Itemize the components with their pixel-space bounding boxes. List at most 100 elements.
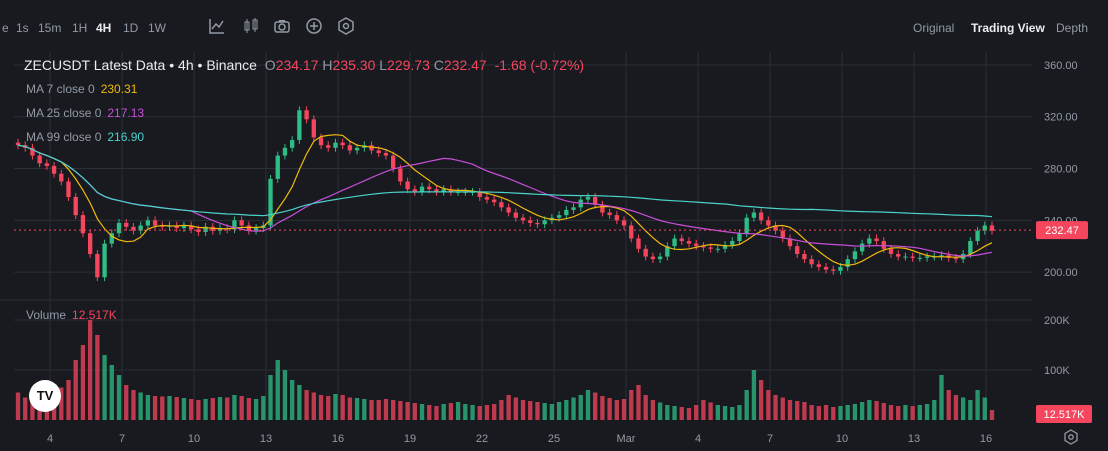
volume-bar (686, 408, 692, 420)
chart-settings-icon[interactable] (1063, 429, 1079, 445)
candle-body (152, 220, 158, 226)
settings-icon[interactable] (337, 17, 355, 35)
volume-bar (917, 405, 923, 420)
volume-bar (253, 399, 259, 420)
candle-body (564, 209, 569, 216)
candle-body (694, 243, 699, 247)
candle-body (968, 241, 973, 254)
time-tick-label: 13 (260, 433, 272, 445)
indicator-icon[interactable] (208, 17, 226, 35)
time-tick-label: 7 (767, 433, 773, 445)
volume-bar (109, 365, 114, 420)
view-original[interactable]: Original (913, 21, 955, 35)
legend-exchange: Binance (206, 57, 257, 73)
interval-1d[interactable]: 1D (123, 21, 139, 35)
candle-body (160, 225, 165, 227)
volume-bar (405, 402, 410, 420)
candle-body (535, 222, 540, 225)
volume-bar (722, 406, 728, 420)
volume-bar (412, 403, 417, 420)
volume-bar (650, 400, 656, 420)
candle-body (802, 253, 807, 260)
volume-bar (506, 395, 511, 420)
volume-bar (59, 387, 64, 420)
candle-body (59, 173, 64, 182)
view-trading-view[interactable]: Trading View (971, 21, 1045, 35)
volume-bar (73, 360, 78, 420)
ma7-legend[interactable]: MA 7 close 0 230.31 (26, 82, 137, 96)
last-volume-label: 12.517K (1044, 409, 1086, 421)
volume-bar (520, 400, 526, 420)
volume-bar (989, 410, 995, 420)
candle-type-icon[interactable] (242, 17, 260, 35)
volume-bar (773, 395, 778, 420)
ma99-line (17, 144, 993, 218)
volume-bar (354, 398, 360, 420)
time-tick-label: 22 (476, 433, 488, 445)
price-tick-label: 280.00 (1044, 164, 1078, 176)
volume-bar (679, 407, 684, 420)
time-tick-label: 25 (548, 433, 560, 445)
candle-body (643, 248, 648, 257)
candle-body (924, 256, 930, 258)
volume-bar (95, 335, 100, 420)
candle-body (484, 197, 490, 200)
candle-body (304, 110, 309, 120)
volume-bar (268, 375, 273, 420)
candle-body (95, 253, 100, 278)
volume-bar (556, 402, 562, 420)
candle-body (15, 142, 21, 146)
ma99-legend[interactable]: MA 99 close 0 216.90 (26, 130, 144, 144)
interval-4h[interactable]: 4H (96, 21, 112, 35)
volume-bar (304, 390, 309, 420)
volume-bar (787, 400, 793, 420)
candle-body (131, 226, 136, 231)
volume-bar (593, 392, 598, 420)
ohlc-legend: ZECUSDT Latest Data • 4h • Binance O234.… (24, 57, 585, 73)
view-depth[interactable]: Depth (1056, 21, 1089, 35)
volume-bar (340, 395, 345, 420)
ma99-value: 216.90 (107, 130, 145, 144)
interval-1h[interactable]: 1H (72, 21, 88, 35)
candle-body (881, 241, 886, 249)
toolbar: e 1s 15m 1H 4H 1D 1W Original Trading Vi… (0, 0, 1108, 52)
volume-bar (795, 401, 800, 420)
volume-bar (542, 403, 547, 420)
candle-body (289, 140, 295, 148)
interval-partial[interactable]: e (2, 21, 9, 35)
candle-body (239, 220, 244, 226)
candle-body (600, 204, 605, 213)
interval-15m[interactable]: 15m (38, 21, 62, 35)
candle-body (982, 225, 987, 231)
candle-body (903, 256, 908, 258)
time-tick-label: 10 (188, 433, 200, 445)
candle-body (787, 238, 793, 247)
candle-body (758, 212, 764, 221)
candle-body (585, 197, 591, 200)
volume-bar (210, 398, 215, 420)
legend-high: 235.30 (332, 57, 376, 73)
interval-1s[interactable]: 1s (16, 21, 29, 35)
candle-body (30, 147, 35, 156)
candle-body (109, 233, 114, 244)
volume-bar (376, 400, 381, 420)
price-tick-label: 360.00 (1044, 60, 1078, 72)
candle-body (145, 220, 151, 226)
tradingview-logo[interactable]: TV (29, 380, 61, 412)
volume-bar (816, 406, 822, 420)
candle-body (686, 241, 692, 244)
volume-bar (145, 395, 151, 420)
volume-bar (528, 401, 533, 420)
add-icon[interactable] (305, 17, 323, 35)
candle-body (188, 225, 194, 230)
candle-body (708, 247, 713, 249)
ma25-legend[interactable]: MA 25 close 0 217.13 (26, 106, 144, 120)
volume-bar (694, 405, 699, 420)
volume-bar (831, 407, 836, 420)
camera-icon[interactable] (273, 17, 291, 35)
candle-body (665, 246, 670, 257)
candle-body (975, 230, 980, 242)
interval-1w[interactable]: 1W (148, 21, 166, 35)
candle-body (730, 241, 735, 245)
